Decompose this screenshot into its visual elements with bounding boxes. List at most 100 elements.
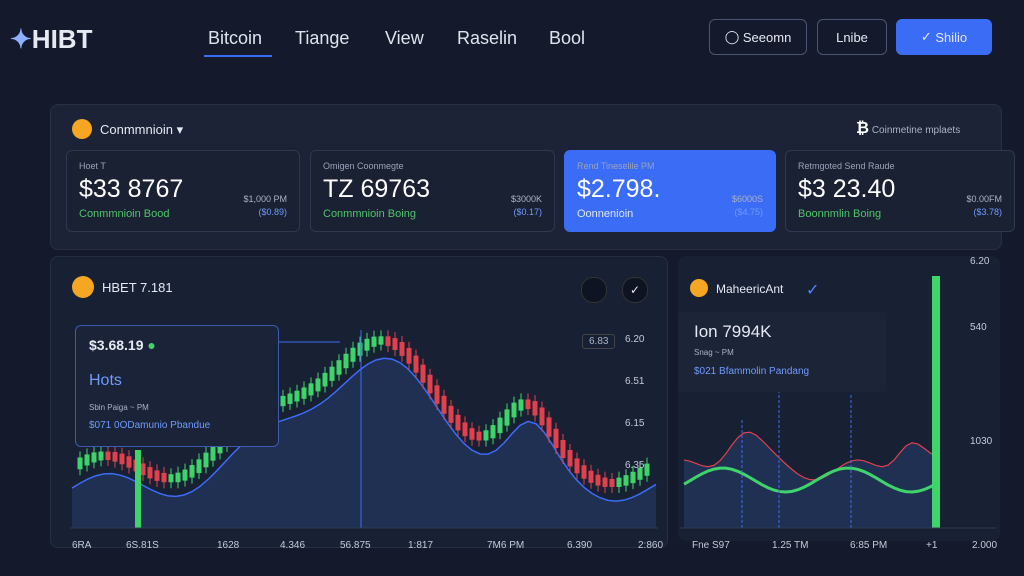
candle: [602, 477, 608, 487]
x-tick-label: 6.390: [567, 540, 592, 551]
candle: [210, 445, 216, 461]
nav-item[interactable]: Raselin: [457, 28, 518, 48]
candle: [455, 414, 461, 431]
candle: [567, 450, 573, 467]
price-line: [683, 431, 937, 481]
candle: [399, 342, 405, 356]
candle: [483, 430, 489, 441]
candle: [77, 457, 83, 470]
stat-card: Retmgoted Send Raude $3 23.40 Boonnmlin Bo…: [785, 150, 1015, 232]
tooltip-price: $3.68.19 ●: [89, 337, 156, 353]
search-button[interactable]: ◯ Seeomn: [709, 19, 807, 55]
x-tick-label: 1.25 TM: [772, 540, 809, 551]
candle: [189, 465, 195, 478]
y-tick-label: 6.35: [625, 460, 645, 471]
x-tick-label: 2.000: [972, 540, 997, 551]
x-tick-label: 7M6 PM: [487, 540, 524, 551]
candle: [427, 374, 433, 394]
nav-item[interactable]: Bool: [549, 28, 586, 48]
chart-title: MaheericAnt: [716, 282, 784, 296]
x-tick-label: 56.875: [340, 540, 371, 551]
button[interactable]: Lnibe: [817, 19, 887, 55]
candle: [343, 353, 349, 369]
coin-select[interactable]: Conmmnioin ▾: [100, 122, 184, 137]
right-label: ₿ Coinmetine mplaets: [856, 120, 961, 137]
y-tick-label: 540: [970, 322, 987, 333]
candle: [364, 338, 370, 351]
candle: [112, 452, 118, 462]
card-side: $3000K ($0.17): [511, 193, 542, 219]
x-tick-label: Fne S97: [692, 540, 730, 551]
card-value: $2.798.: [577, 175, 661, 203]
card-side-line: $1,000 PM: [243, 194, 287, 204]
x-tick-label: 6RA: [72, 540, 92, 551]
candle: [392, 338, 398, 351]
card-side-line: ($0.17): [513, 207, 542, 217]
x-tick-label: 6:85 PM: [850, 540, 887, 551]
candle: [518, 399, 524, 411]
tooltip-tag: Hots: [89, 372, 122, 389]
y-tick-label: 6.20: [970, 256, 990, 267]
price-area: [72, 358, 656, 528]
x-tick-label: 6S.81S: [126, 540, 159, 551]
primary-button[interactable]: ✓ Shilio: [896, 19, 992, 55]
card-sub: Conmmnioin Boing: [323, 208, 416, 220]
candle: [504, 409, 510, 426]
candle: [630, 471, 636, 484]
tooltip-line: Sbin Paiga ~ PM: [89, 403, 149, 412]
y-tick-label: 6.20: [625, 334, 645, 345]
candle: [644, 463, 650, 476]
candle: [378, 336, 384, 345]
card-side-line: ($3.78): [973, 207, 1002, 217]
card-side-line: $6000S: [731, 194, 763, 204]
candle: [161, 472, 167, 483]
card-label: Omigen Coonmegte: [323, 161, 404, 171]
card-sub: Boonnmlin Boing: [798, 208, 882, 220]
candle: [315, 378, 321, 392]
candle: [84, 454, 90, 466]
candle: [406, 347, 412, 364]
candle: [105, 451, 111, 461]
logo-text: HIBT: [31, 24, 93, 54]
nav-item[interactable]: Tiange: [295, 28, 350, 48]
chart-button[interactable]: ✓: [622, 277, 648, 303]
volume-bar: [932, 276, 940, 528]
nav-item[interactable]: Bitcoin: [208, 28, 263, 48]
candle: [154, 470, 160, 481]
card-side-line: ($0.89): [258, 207, 287, 217]
x-tick-label: 2:860: [638, 540, 663, 551]
card-value: ΤZ 69763: [323, 175, 431, 203]
candle: [147, 467, 153, 479]
candle: [280, 395, 286, 407]
candle: [525, 399, 531, 410]
candle: [511, 402, 517, 418]
candle: [301, 387, 307, 399]
candle: [168, 474, 174, 483]
logo[interactable]: ✦HIBT: [10, 24, 93, 54]
candle: [140, 463, 146, 476]
candle: [91, 452, 97, 463]
candle: [287, 393, 293, 404]
nav-underline: [204, 55, 272, 57]
card-side-line: ($4.75): [734, 207, 763, 217]
nav-item[interactable]: View: [385, 28, 424, 48]
tooltip-value: Ion 7994K: [694, 322, 772, 341]
y-tick-label: 6.15: [625, 418, 645, 429]
candle: [98, 451, 104, 461]
candle: [119, 453, 125, 465]
tooltip-line: $071 0ODamunio Pbandue: [89, 420, 211, 431]
x-tick-label: 1628: [217, 540, 240, 551]
candle: [196, 459, 202, 474]
candle: [497, 417, 503, 434]
candle: [574, 458, 580, 474]
chart-button[interactable]: [581, 277, 607, 303]
card-value: $3 23.40: [798, 175, 896, 203]
candle: [420, 364, 426, 383]
card-side: $0.00FM ($3.78): [966, 193, 1002, 219]
card-label: Retmgoted Send Raude: [798, 161, 895, 171]
tooltip: [75, 325, 279, 447]
check-icon: ✓: [806, 282, 820, 299]
candle: [490, 425, 496, 439]
candle: [609, 478, 615, 487]
